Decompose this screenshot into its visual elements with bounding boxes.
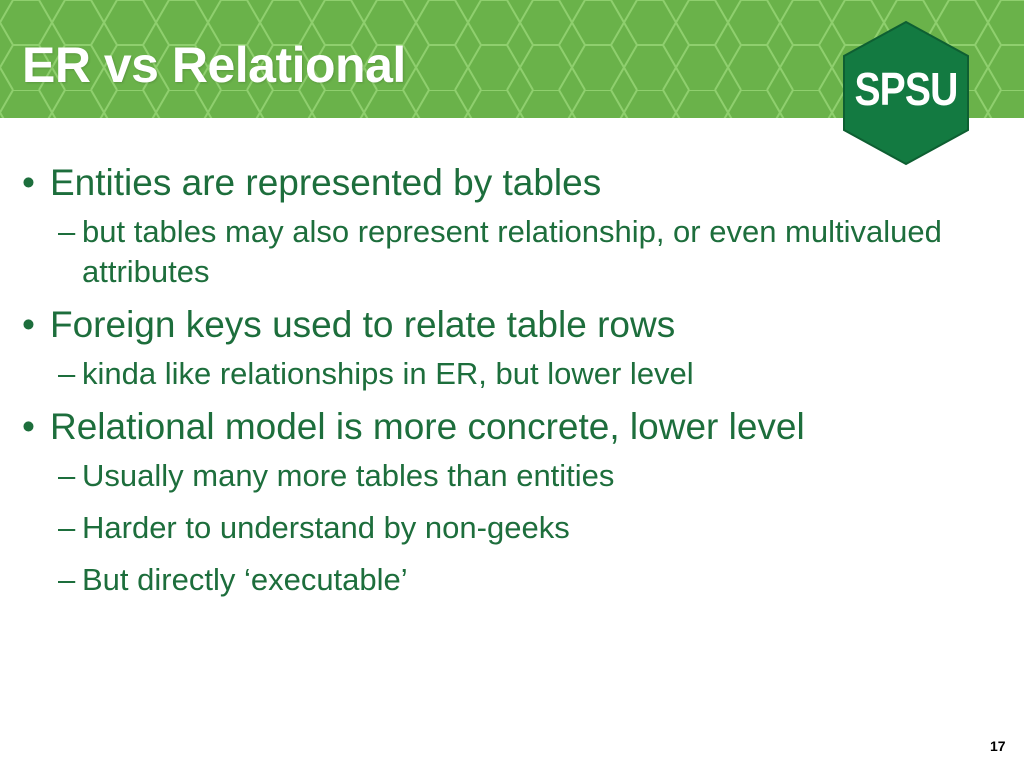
bullet-text: Foreign keys used to relate table rows: [50, 304, 676, 345]
bullet-dot: •: [22, 406, 35, 447]
bullet-text: Relational model is more concrete, lower…: [50, 406, 805, 447]
sub-bullet-item: – but tables may also represent relation…: [22, 212, 982, 292]
bullet-item: • Relational model is more concrete, low…: [22, 404, 982, 450]
bullet-item: • Foreign keys used to relate table rows: [22, 302, 982, 348]
sub-bullet-text: kinda like relationships in ER, but lowe…: [82, 356, 694, 391]
bullet-item: • Entities are represented by tables: [22, 160, 982, 206]
page-number: 17: [990, 738, 1006, 754]
bullet-dot: •: [22, 304, 35, 345]
sub-bullet-dash: –: [58, 356, 76, 391]
sub-bullet-dash: –: [58, 458, 76, 493]
sub-bullet-item: – kinda like relationships in ER, but lo…: [22, 354, 982, 394]
sub-bullet-item: – Usually many more tables than entities: [22, 456, 982, 496]
sub-bullet-text: Usually many more tables than entities: [82, 458, 615, 493]
spsu-logo: SPSU: [838, 18, 974, 168]
slide-body: • Entities are represented by tables – b…: [22, 160, 982, 600]
sub-bullet-item: – But directly ‘executable’: [22, 560, 982, 600]
logo-text: SPSU: [854, 63, 958, 115]
bullet-text: Entities are represented by tables: [50, 162, 602, 203]
sub-bullet-text: but tables may also represent relationsh…: [82, 214, 942, 289]
sub-bullet-text: Harder to understand by non-geeks: [82, 510, 570, 545]
sub-bullet-dash: –: [58, 562, 76, 597]
bullet-dot: •: [22, 162, 35, 203]
sub-bullet-dash: –: [58, 510, 76, 545]
slide-title: ER vs Relational: [22, 37, 406, 93]
sub-bullet-dash: –: [58, 214, 76, 249]
sub-bullet-text: But directly ‘executable’: [82, 562, 408, 597]
logo-hexagon: [843, 20, 969, 166]
sub-bullet-item: – Harder to understand by non-geeks: [22, 508, 982, 548]
